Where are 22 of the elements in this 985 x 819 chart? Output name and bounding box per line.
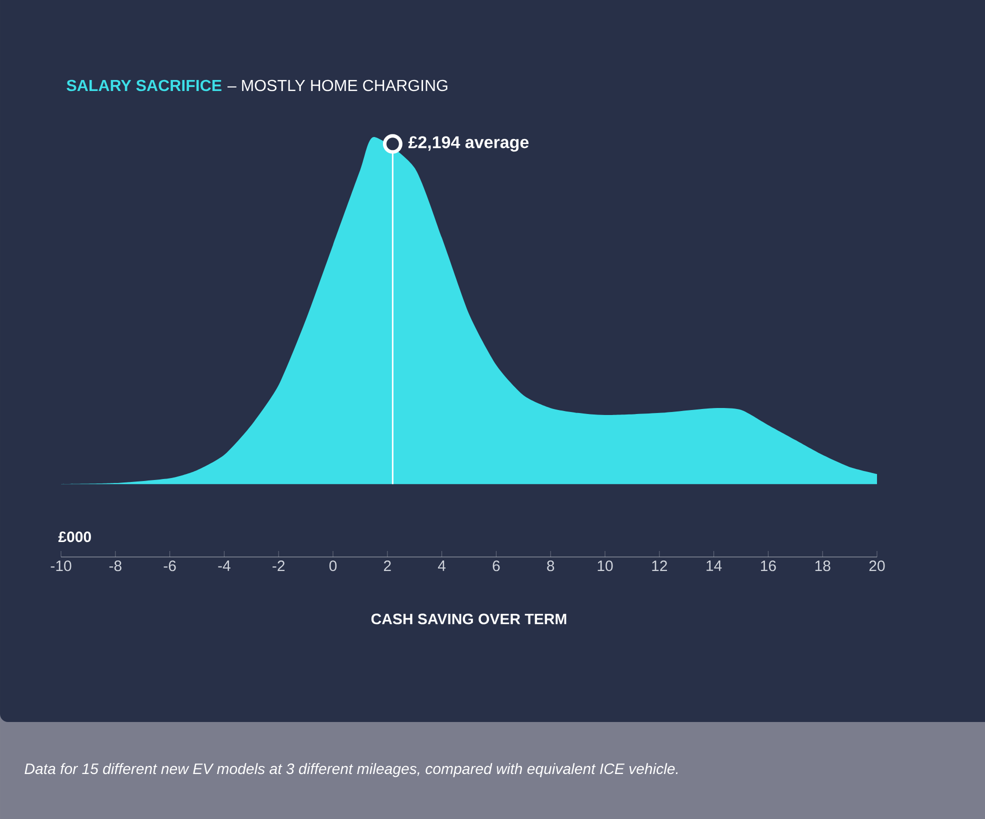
x-tick-label: 12 — [652, 560, 667, 571]
x-tick-label: -4 — [218, 560, 230, 571]
x-tick-label: 2 — [384, 560, 391, 571]
x-tick-label: -6 — [164, 560, 176, 572]
x-tick-label: 16 — [761, 560, 776, 572]
x-tick-label: 4 — [438, 560, 446, 571]
x-tick-label: -10 — [50, 560, 72, 572]
x-tick-label: 0 — [329, 560, 337, 572]
chart-subtitle: – MOSTLY HOME CHARGING — [227, 80, 448, 92]
x-tick-label: 10 — [598, 560, 613, 572]
x-tick-label: -2 — [272, 560, 285, 571]
x-tick-label: 6 — [492, 560, 500, 572]
x-axis-title: CASH SAVING OVER TERM — [371, 614, 566, 624]
x-tick-label: 20 — [869, 560, 885, 572]
text: Data for 15 different new EV models at 3 different mileages, compared with equivalent ICE vehicle. — [24, 763, 678, 778]
x-tick-label: 18 — [815, 560, 830, 572]
ref-line-label: £2,194 average — [408, 136, 529, 152]
chart-title: SALARY SACRIFICE — [66, 80, 222, 92]
x-tick-label: -8 — [109, 560, 122, 572]
x-tick-label: 8 — [547, 560, 554, 572]
x-tick-label: 14 — [706, 560, 722, 571]
text: £000 — [58, 532, 91, 542]
